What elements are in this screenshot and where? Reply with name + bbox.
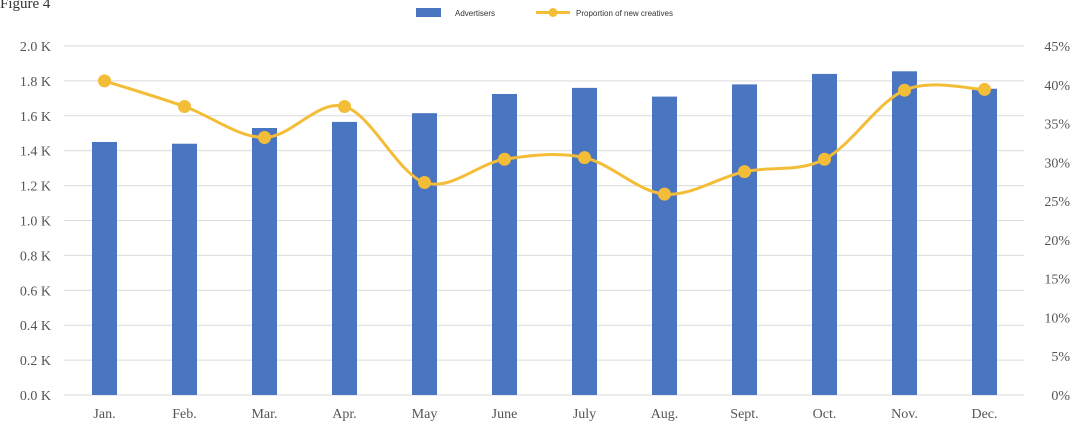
series-point — [338, 99, 351, 113]
y-left-tick-label: 1.2 K — [20, 180, 51, 195]
y-left-tick-label: 1.0 K — [20, 215, 51, 230]
x-tick-label: Dec. — [971, 407, 997, 422]
y-right-tick-label: 30% — [1044, 156, 1070, 171]
x-tick-label: July — [573, 407, 596, 422]
bar — [252, 128, 277, 395]
bar — [412, 113, 437, 396]
x-tick-label: May — [412, 407, 438, 422]
y-right-tick-label: 10% — [1044, 311, 1070, 326]
y-left-tick-label: 1.8 K — [20, 75, 51, 90]
series-point — [898, 83, 911, 97]
series-point — [818, 152, 831, 166]
y-left-tick-label: 0.8 K — [20, 249, 51, 264]
bar — [572, 87, 597, 395]
y-right-tick-label: 15% — [1044, 273, 1070, 288]
bar — [652, 96, 677, 395]
y-left-tick-label: 0.0 K — [20, 389, 51, 404]
y-right-tick-label: 40% — [1044, 79, 1070, 94]
series-point — [258, 131, 271, 145]
x-tick-label: Aug. — [651, 407, 679, 422]
y-left-tick-label: 1.6 K — [20, 110, 51, 125]
y-right-tick-label: 35% — [1044, 118, 1070, 133]
series-point — [498, 152, 511, 166]
legend-swatch-bar — [416, 8, 441, 17]
legend-label: Proportion of new creatives — [576, 9, 673, 18]
bar — [92, 141, 117, 395]
bar — [332, 121, 357, 395]
legend-swatch-marker — [548, 8, 558, 17]
x-tick-label: Jan. — [93, 407, 115, 422]
x-tick-label: Mar. — [251, 407, 277, 422]
bar — [812, 73, 837, 396]
y-left-tick-label: 2.0 K — [20, 40, 51, 55]
bar — [172, 143, 197, 395]
bar — [892, 71, 917, 396]
series-line — [104, 79, 985, 196]
x-tick-label: Apr. — [332, 407, 357, 422]
x-tick-label: Oct. — [813, 407, 837, 422]
y-left-tick-label: 0.6 K — [20, 284, 51, 299]
cropped-caption-text: Figure 4 — [0, 0, 51, 12]
legend-label: Advertisers — [455, 9, 495, 18]
series-point — [738, 165, 751, 179]
y-right-tick-label: 0% — [1051, 389, 1070, 404]
y-right-tick-label: 45% — [1044, 40, 1070, 55]
series-point — [978, 82, 991, 96]
y-right-tick-label: 25% — [1044, 195, 1070, 210]
y-right-tick-label: 5% — [1051, 350, 1070, 365]
series-point — [98, 74, 111, 88]
y-left-tick-label: 0.2 K — [20, 354, 51, 369]
y-left-tick-label: 0.4 K — [20, 319, 51, 334]
series-point — [178, 99, 191, 113]
x-tick-label: June — [492, 407, 518, 422]
series-point — [418, 175, 431, 189]
x-tick-label: Nov. — [891, 407, 918, 422]
series-point — [658, 187, 671, 201]
x-tick-label: Sept. — [730, 407, 758, 422]
bar — [732, 84, 757, 395]
series-point — [578, 151, 591, 165]
y-right-tick-label: 20% — [1044, 234, 1070, 249]
bar — [492, 93, 517, 396]
y-left-tick-label: 1.4 K — [20, 145, 51, 160]
x-tick-label: Feb. — [172, 407, 197, 422]
bar — [972, 88, 997, 395]
